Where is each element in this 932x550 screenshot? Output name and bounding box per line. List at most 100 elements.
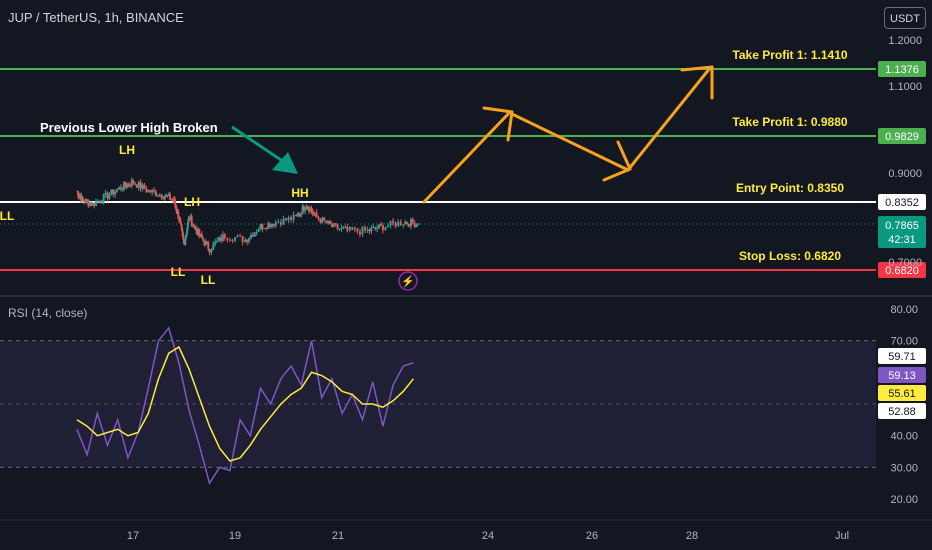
- price-candle-body: [305, 206, 308, 210]
- price-candle-body: [299, 213, 302, 217]
- price-candles: [76, 177, 420, 256]
- price-candle-body: [272, 223, 275, 226]
- level-label-tp1: Take Profit 1: 0.9880: [732, 115, 847, 129]
- current-price-value: 0.7865: [885, 220, 919, 232]
- price-candle-body: [190, 216, 193, 226]
- price-candle-body: [137, 182, 140, 188]
- rsi-tag: 59.71: [888, 351, 916, 363]
- price-candle-body: [81, 195, 83, 200]
- price-candle-body: [378, 224, 381, 229]
- price-candle-body: [263, 228, 266, 230]
- price-candle-body: [77, 191, 80, 197]
- annotation-arrow-shaft: [231, 125, 285, 164]
- price-candle-body: [193, 225, 196, 227]
- price-candle-body: [330, 223, 333, 227]
- price-tag-tp2: 1.1376: [885, 64, 919, 76]
- price-candle-body: [89, 203, 92, 206]
- price-candle-body: [317, 217, 320, 220]
- rsi-indicator-label[interactable]: RSI (14, close): [8, 306, 88, 320]
- price-candle-body: [95, 201, 98, 206]
- price-axis-tick: 0.9000: [888, 168, 922, 180]
- projection-leg-1: [422, 110, 512, 204]
- price-candle-body: [133, 183, 136, 185]
- price-candle-body: [259, 224, 262, 230]
- price-candle-body: [188, 219, 191, 221]
- price-candle-body: [231, 239, 234, 241]
- price-candle-body: [351, 227, 354, 230]
- price-candle-body: [112, 189, 115, 195]
- price-candle-body: [207, 242, 210, 249]
- price-candle-body: [204, 241, 207, 246]
- rsi-axis-tick: 40.00: [890, 431, 918, 443]
- price-candle-body: [141, 184, 144, 189]
- price-candle-body: [208, 248, 211, 253]
- price-candle-body: [108, 194, 111, 199]
- price-candle-body: [110, 189, 113, 195]
- price-candle-body: [170, 199, 173, 201]
- rsi-tag: 52.88: [888, 406, 916, 418]
- price-candle-body: [139, 182, 142, 189]
- price-candle-body: [128, 183, 131, 186]
- swing-label: LL: [0, 209, 14, 223]
- price-candle-body: [358, 231, 361, 235]
- price-candle-body: [290, 217, 293, 221]
- price-candle-body: [124, 182, 127, 186]
- swing-label: HH: [291, 186, 308, 200]
- event-lightning-icon[interactable]: [398, 271, 418, 291]
- price-candle-body: [121, 189, 124, 191]
- price-candle-body: [338, 228, 341, 230]
- price-candle-body: [282, 218, 285, 225]
- price-candle-body: [86, 199, 89, 201]
- rsi-tag-bg: [878, 348, 926, 364]
- price-candle-body: [147, 190, 150, 192]
- price-candle-body: [361, 227, 364, 235]
- price-candle-body: [106, 192, 109, 199]
- time-axis-tick: 24: [482, 530, 494, 542]
- price-candle-body: [197, 229, 200, 235]
- projection-arrowhead-2a: [602, 167, 632, 182]
- price-candle-body: [82, 199, 85, 202]
- price-candle-body: [302, 206, 305, 211]
- price-candle-body: [415, 224, 418, 227]
- price-candle-body: [219, 237, 222, 241]
- price-candle-body: [168, 193, 171, 200]
- price-candle-body: [257, 229, 260, 232]
- price-candle-body: [143, 184, 146, 189]
- price-candle-body: [189, 216, 192, 220]
- price-candle-body: [251, 234, 254, 237]
- price-candle-body: [313, 213, 316, 215]
- price-candle-body: [253, 232, 256, 237]
- price-tag-bg-entry: [878, 194, 926, 210]
- price-candle-body: [336, 224, 339, 229]
- price-candle-body: [309, 208, 312, 212]
- price-candle-body: [265, 228, 268, 230]
- price-candle-body: [181, 227, 184, 232]
- currency-button[interactable]: USDT: [884, 7, 926, 29]
- rsi-axis-tick: 20.00: [890, 494, 918, 506]
- price-candle-body: [125, 185, 128, 187]
- price-candle-body: [202, 237, 205, 241]
- price-candle-body: [184, 238, 187, 245]
- price-candle-body: [372, 226, 375, 228]
- price-candle-body: [297, 214, 300, 217]
- price-candle-body: [119, 187, 122, 190]
- price-candle-body: [234, 237, 236, 241]
- price-candle-body: [327, 221, 330, 224]
- price-candle-body: [277, 222, 280, 224]
- price-candle-body: [379, 224, 382, 226]
- price-candle-body: [151, 190, 154, 193]
- price-candle-body: [181, 231, 184, 236]
- price-candle-body: [91, 202, 94, 206]
- price-candle-body: [210, 249, 213, 253]
- projection-arrowhead-1a: [482, 106, 514, 114]
- time-axis-tick: 21: [332, 530, 344, 542]
- price-candle-body: [261, 224, 264, 229]
- price-candle-body: [417, 223, 420, 225]
- projection-arrowhead-3a: [680, 65, 714, 72]
- price-candle-body: [117, 187, 120, 190]
- price-candle-body: [145, 188, 148, 192]
- price-candle-body: [216, 240, 219, 243]
- price-candle-body: [274, 222, 277, 226]
- price-candle-body: [186, 228, 189, 234]
